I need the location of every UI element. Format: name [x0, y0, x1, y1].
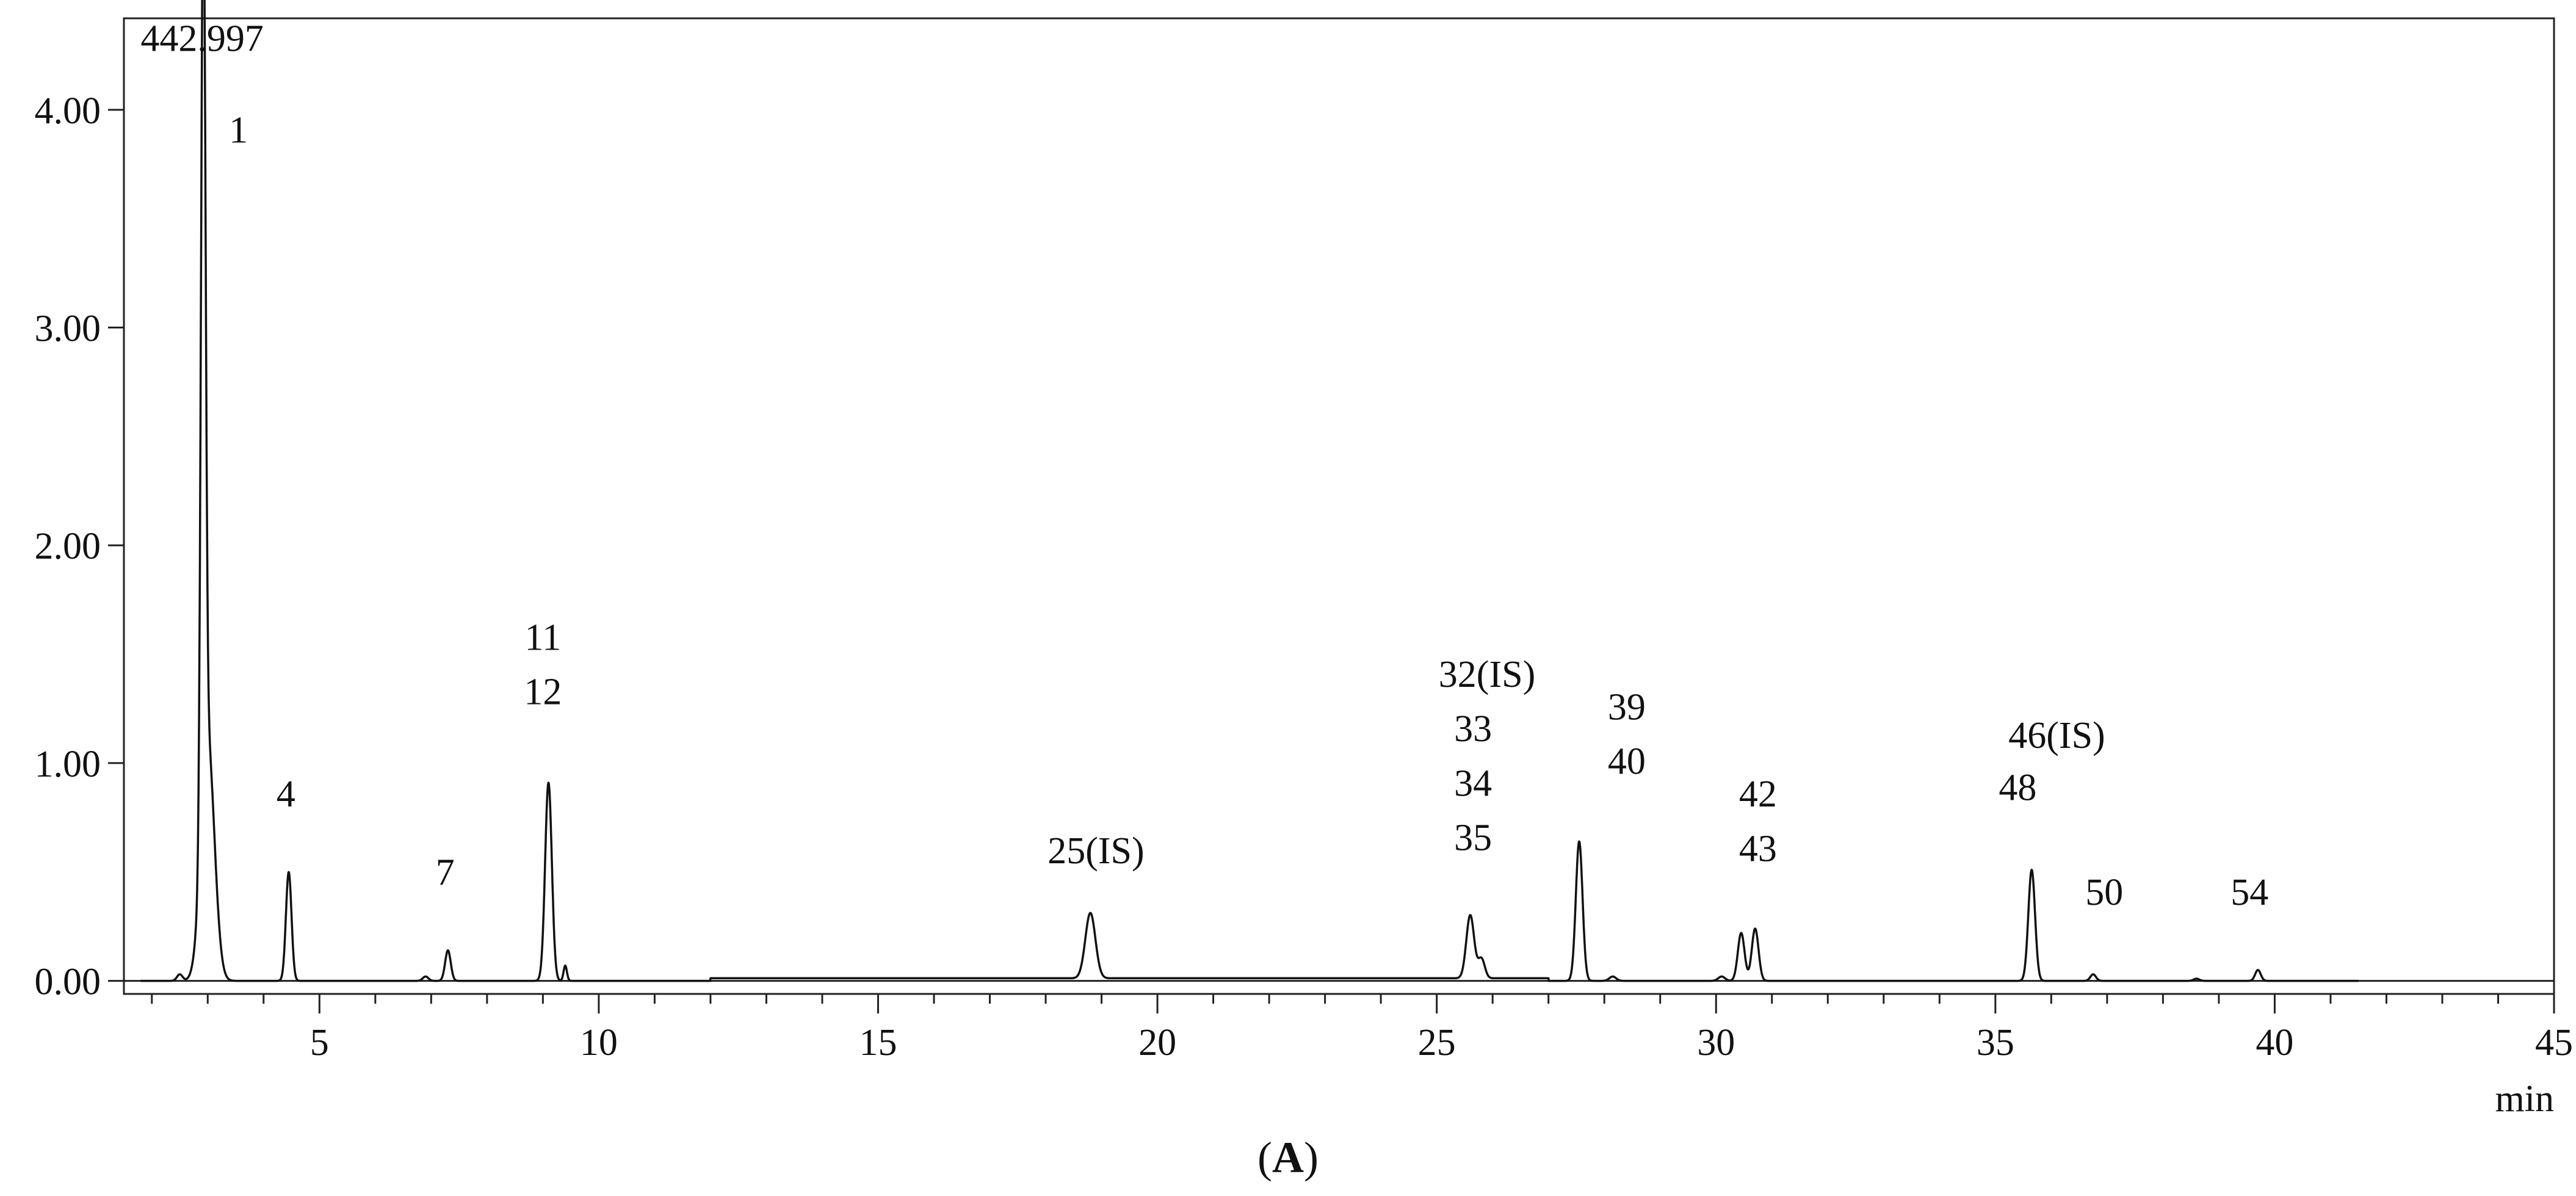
figure-caption: (A)	[1257, 1133, 1319, 1182]
x-axis-ticks: 5 10 15 20 25 30 35 40 45	[310, 994, 2573, 1064]
x-tick-label: 30	[1697, 1022, 1735, 1064]
chromatogram-trace	[140, 0, 2359, 982]
peak-label: 32(IS)	[1439, 654, 1535, 695]
y-tick-label: 0.00	[35, 962, 101, 1003]
y-tick-label: 1.00	[35, 744, 101, 785]
plot-frame	[123, 17, 2555, 995]
y-axis-ticks: 0.00 1.00 2.00 3.00 4.00	[35, 90, 124, 1003]
peak-label: 11	[525, 617, 562, 658]
peak-label: 12	[524, 672, 562, 713]
peak-label: 48	[1999, 767, 2036, 809]
figure-caption-letter: A	[1272, 1133, 1304, 1182]
x-tick-label: 10	[580, 1022, 618, 1064]
y-tick-label: 4.00	[35, 90, 101, 132]
peak-label: 33	[1454, 708, 1492, 750]
x-tick-label: 15	[859, 1022, 897, 1064]
peak-label: 39	[1608, 687, 1646, 728]
x-tick-label: 45	[2535, 1022, 2573, 1064]
peak-label: 4	[277, 774, 295, 815]
peak-label: 40	[1608, 741, 1646, 783]
peak-label: 43	[1739, 828, 1777, 869]
peak-label: 50	[2085, 872, 2123, 913]
peak-label: 34	[1454, 763, 1492, 804]
x-tick-label: 35	[1977, 1022, 2014, 1064]
y-tick-label: 2.00	[35, 526, 101, 567]
peak-label: 46(IS)	[2008, 715, 2105, 756]
peak-label: 35	[1454, 817, 1492, 859]
x-tick-label: 5	[310, 1022, 329, 1064]
x-tick-label: 25	[1418, 1022, 1456, 1064]
peak-label: 25(IS)	[1047, 830, 1144, 872]
y-tick-label: 3.00	[35, 308, 101, 350]
peak-label: 1	[229, 109, 248, 151]
x-tick-label: 20	[1138, 1022, 1176, 1064]
x-minor-ticks	[151, 994, 2499, 1004]
x-tick-label: 40	[2256, 1022, 2293, 1064]
peak-label: 42	[1739, 774, 1777, 815]
peak-label: 54	[2230, 872, 2268, 913]
peak-label: 7	[436, 852, 455, 894]
peak-label: 442.997	[140, 18, 264, 60]
x-axis-unit-label: min	[2495, 1078, 2554, 1120]
peak-labels: 442.997 1 4 7 11 12 25(IS) 32(IS) 33 34 35 39 40 42 43…	[140, 18, 2268, 913]
